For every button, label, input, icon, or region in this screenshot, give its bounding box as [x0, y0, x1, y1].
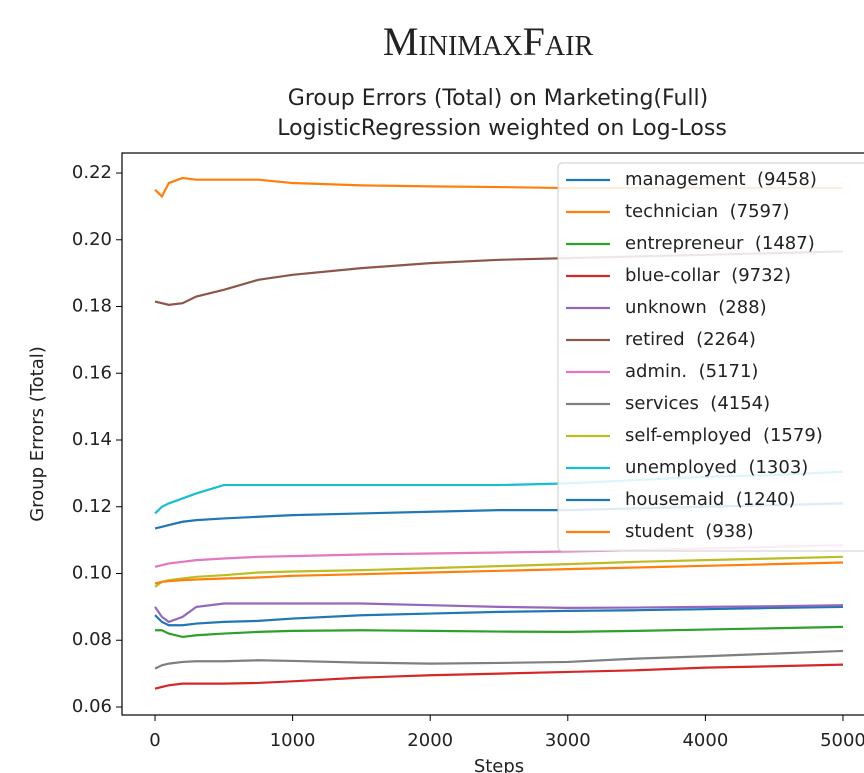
x-axis-label: Steps — [474, 756, 524, 773]
legend-label: management (9458) — [625, 169, 817, 190]
legend-label: housemaid (1240) — [625, 489, 796, 510]
series-line — [154, 663, 844, 690]
legend-label: blue-collar (9732) — [625, 265, 791, 286]
legend-label: unknown (288) — [625, 297, 767, 318]
legend-label: student (938) — [625, 521, 754, 542]
y-tick-label: 0.12 — [72, 496, 112, 517]
x-tick-label: 4000 — [682, 730, 728, 751]
y-tick-label: 0.16 — [72, 362, 112, 383]
series-line — [154, 561, 844, 585]
series-line — [154, 605, 843, 627]
legend-label: services (4154) — [625, 393, 770, 414]
series-line — [154, 602, 843, 624]
x-tick-label: 1000 — [270, 730, 316, 751]
x-tick-label: 0 — [149, 730, 160, 751]
series-line — [155, 625, 843, 639]
x-tick-label: 5000 — [820, 730, 864, 751]
series-line — [154, 649, 844, 670]
legend-label: entrepreneur (1487) — [625, 233, 815, 254]
y-tick-label: 0.18 — [72, 296, 112, 317]
y-tick-label: 0.06 — [72, 696, 112, 717]
legend-label: self-employed (1579) — [625, 425, 823, 446]
x-tick-label: 3000 — [545, 730, 591, 751]
series-line — [154, 555, 844, 588]
x-tick-label: 2000 — [407, 730, 453, 751]
header: MinimaxFair — [383, 19, 594, 64]
y-tick-label: 0.14 — [72, 429, 112, 450]
chart-subtitle: LogisticRegression weighted on Log-Loss — [277, 116, 727, 141]
y-axis-label: Group Errors (Total) — [27, 346, 48, 522]
legend-label: admin. (5171) — [625, 361, 758, 382]
legend-label: retired (2264) — [625, 329, 756, 350]
y-tick-label: 0.20 — [72, 229, 112, 250]
chart-title: Group Errors (Total) on Marketing(Full) — [288, 86, 708, 111]
y-tick-label: 0.22 — [72, 162, 112, 183]
plot-frame — [121, 152, 864, 716]
y-tick-label: 0.10 — [72, 562, 112, 583]
legend-box — [557, 162, 864, 552]
y-tick-label: 0.08 — [72, 629, 112, 650]
legend-label: unemployed (1303) — [625, 457, 808, 478]
legend-label: technician (7597) — [625, 201, 789, 222]
